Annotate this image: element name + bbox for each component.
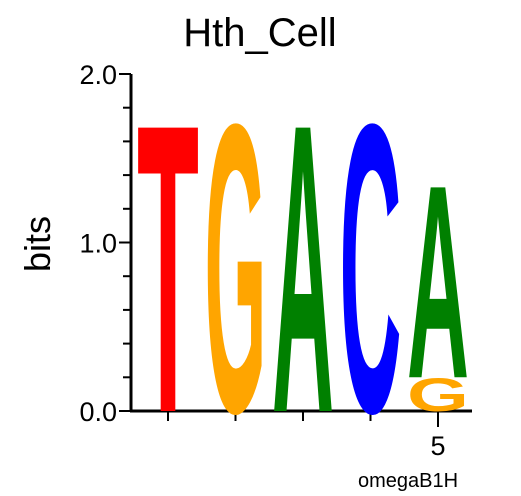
chart-title: Hth_Cell bbox=[183, 11, 336, 55]
x-tick-label: 5 bbox=[430, 431, 445, 461]
svg-text:G: G bbox=[205, 38, 267, 496]
logo-letter-c-pos4: C bbox=[339, 40, 401, 496]
logo-letter-a-pos3: A bbox=[272, 40, 334, 496]
logo-letter-g-pos2: G bbox=[205, 38, 267, 496]
y-tick-label: 0.0 bbox=[79, 397, 117, 427]
svg-text:T: T bbox=[137, 38, 199, 496]
y-tick-label: 2.0 bbox=[79, 60, 117, 90]
y-axis: 0.0 1.0 2.0 bbox=[79, 60, 133, 427]
x-axis-label: omegaB1H bbox=[358, 470, 458, 492]
logo-letter-a-pos5: A bbox=[407, 129, 469, 437]
svg-text:A: A bbox=[407, 129, 469, 437]
svg-text:A: A bbox=[272, 40, 334, 496]
letter-stacks: T G A C GA bbox=[137, 38, 469, 496]
logo-letter-t-pos1: T bbox=[137, 38, 199, 496]
x-ticks: 5 bbox=[167, 411, 446, 461]
svg-text:C: C bbox=[339, 40, 401, 496]
y-axis-label: bits bbox=[17, 216, 58, 272]
logo-letter-g-pos5: G bbox=[407, 369, 469, 421]
y-tick-label: 1.0 bbox=[79, 229, 117, 259]
svg-text:G: G bbox=[407, 369, 469, 421]
